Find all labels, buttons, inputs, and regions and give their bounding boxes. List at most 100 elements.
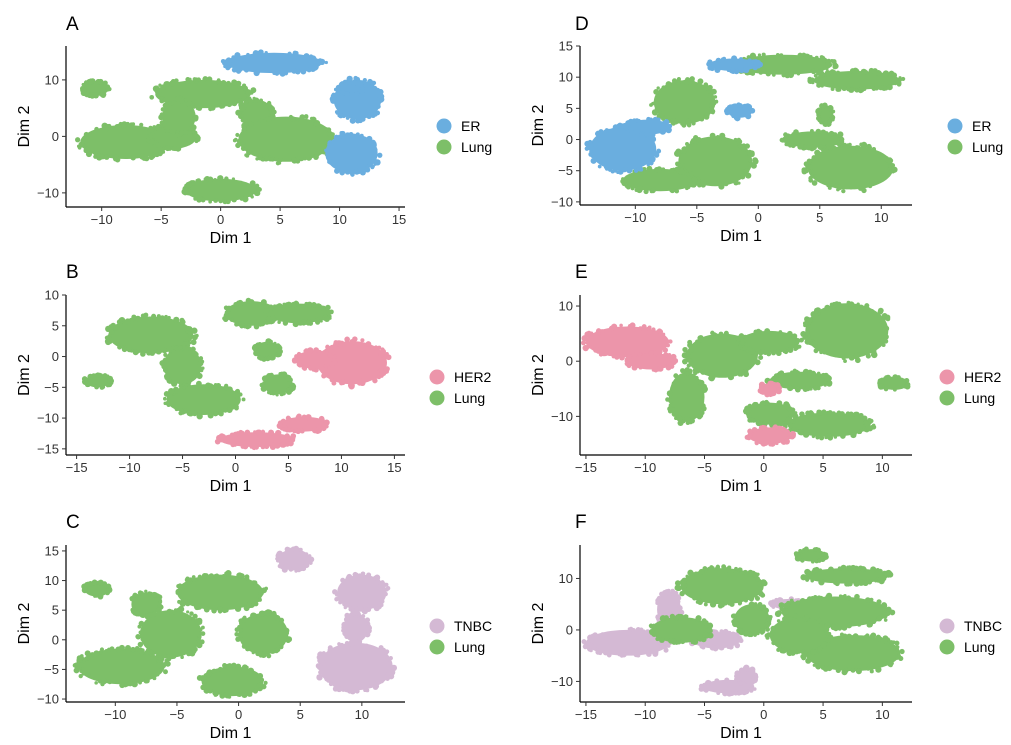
point-lung [82, 660, 86, 664]
point-lung [824, 374, 831, 380]
point-her2 [303, 349, 307, 353]
point-er [360, 89, 365, 94]
point-lung [190, 104, 195, 109]
point-tnbc [343, 605, 347, 610]
point-lung [805, 385, 811, 392]
point-her2 [595, 328, 602, 334]
point-lung [84, 583, 88, 587]
point-lung [822, 121, 828, 126]
point-lung [785, 617, 791, 623]
point-her2 [276, 422, 283, 429]
point-lung [757, 53, 762, 57]
point-her2 [747, 428, 753, 434]
point-lung [781, 72, 786, 78]
x-tick-label: 5 [297, 707, 304, 722]
cluster-her2 [219, 432, 294, 447]
point-er [360, 116, 366, 122]
point-er [731, 55, 738, 62]
point-lung [255, 651, 261, 657]
x-axis-title: Dim 1 [720, 725, 762, 742]
point-her2 [280, 418, 287, 425]
point-er [330, 140, 335, 145]
point-lung [286, 301, 292, 308]
cluster-er [226, 52, 322, 74]
legend-label-lung: Lung [964, 390, 995, 406]
point-lung [149, 128, 154, 133]
point-lung [87, 373, 94, 380]
point-tnbc [279, 562, 284, 567]
point-lung [797, 52, 804, 59]
y-tick-label: 15 [45, 543, 59, 558]
point-tnbc [388, 673, 395, 680]
point-lung [273, 304, 277, 308]
point-lung [140, 637, 145, 642]
point-lung [207, 412, 214, 419]
point-her2 [323, 419, 330, 426]
point-her2 [762, 440, 769, 446]
cluster-tnbc [318, 642, 393, 691]
point-her2 [758, 425, 764, 430]
point-her2 [329, 361, 335, 368]
point-er [345, 169, 350, 174]
point-tnbc [318, 655, 323, 660]
point-lung [748, 417, 755, 423]
point-lung [868, 599, 873, 603]
point-lung [786, 649, 793, 657]
point-tnbc [332, 686, 339, 692]
point-lung [643, 188, 649, 195]
point-er [746, 115, 750, 119]
point-her2 [300, 428, 305, 434]
panel-letter: E [575, 262, 588, 283]
point-lung [144, 649, 151, 656]
point-lung [266, 653, 272, 659]
point-tnbc [293, 546, 299, 553]
point-lung [825, 594, 831, 600]
point-tnbc [384, 651, 389, 656]
point-lung [191, 327, 198, 334]
point-lung [740, 146, 747, 152]
point-lung [877, 309, 883, 315]
point-lung [115, 646, 122, 653]
point-lung [282, 320, 289, 326]
point-lung [669, 613, 676, 620]
point-tnbc [617, 651, 622, 657]
point-lung [242, 128, 247, 132]
point-lung [273, 342, 277, 346]
point-lung [273, 391, 278, 395]
point-lung [709, 109, 715, 115]
point-lung [191, 617, 196, 622]
point-her2 [333, 340, 339, 345]
point-lung [709, 601, 717, 608]
point-lung [755, 328, 761, 334]
point-her2 [291, 357, 299, 364]
point-er [345, 81, 349, 85]
point-er [366, 113, 372, 120]
point-lung [258, 682, 264, 688]
point-lung [171, 345, 175, 350]
point-lung [803, 323, 807, 328]
panel-letter: F [575, 512, 587, 533]
point-lung [797, 143, 804, 150]
point-her2 [290, 433, 297, 439]
point-lung [268, 391, 273, 396]
point-lung [245, 153, 250, 158]
point-lung [182, 345, 187, 350]
point-her2 [653, 350, 658, 356]
point-lung [676, 169, 680, 174]
point-lung [845, 595, 852, 601]
point-lung [234, 81, 240, 87]
point-tnbc [364, 617, 371, 623]
point-lung [749, 52, 757, 60]
point-her2 [344, 336, 350, 343]
point-lung [839, 411, 845, 417]
point-lung [262, 381, 266, 385]
point-lung [817, 117, 822, 123]
point-lung [853, 411, 859, 417]
point-lung [881, 342, 886, 347]
point-her2 [322, 350, 327, 355]
point-lung [759, 349, 766, 355]
point-lung [107, 647, 112, 652]
point-tnbc [361, 608, 368, 615]
point-lung [625, 184, 631, 190]
point-her2 [251, 445, 257, 451]
